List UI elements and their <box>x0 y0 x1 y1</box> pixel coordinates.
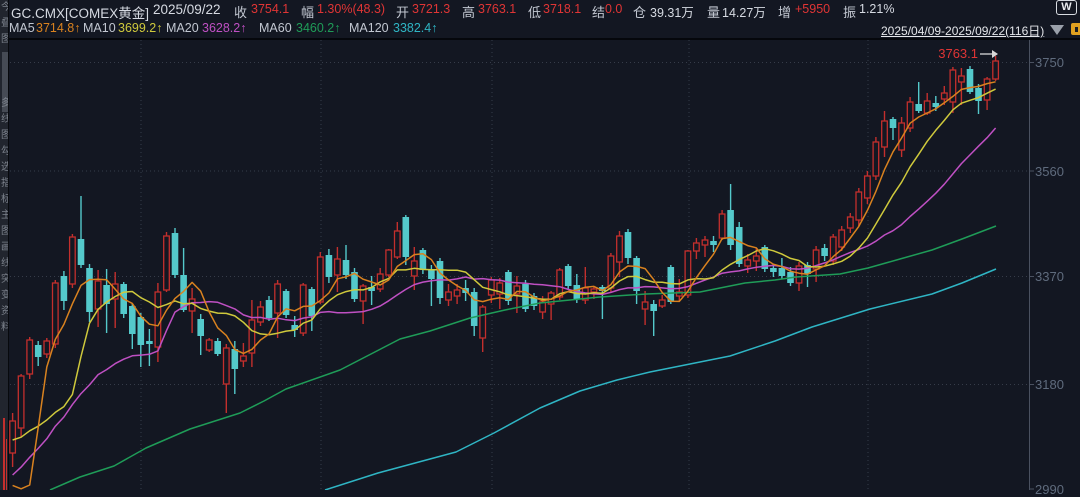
svg-text:3763.1: 3763.1 <box>938 46 978 61</box>
